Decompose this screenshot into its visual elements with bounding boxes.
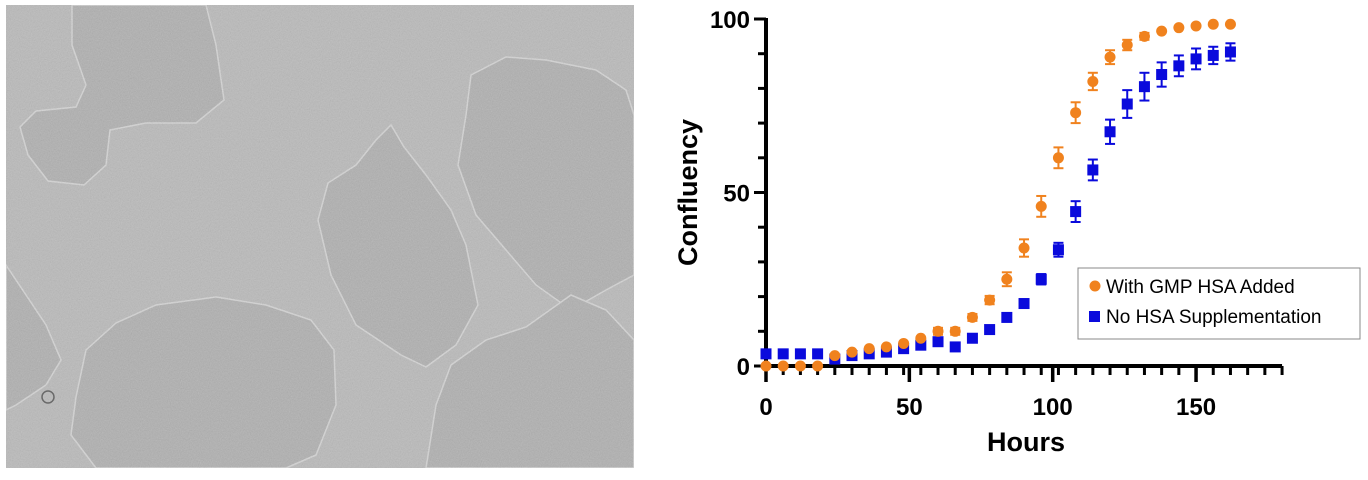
data-point-square [1156, 69, 1168, 81]
legend-label-no-hsa: No HSA Supplementation [1106, 307, 1321, 328]
data-point-circle [760, 360, 772, 372]
axes: 0 50 100 0 50 100 150 [710, 7, 1284, 421]
data-point-square [1018, 298, 1030, 310]
data-point-square [1052, 244, 1064, 256]
data-point-square [1087, 164, 1099, 176]
data-point-circle [863, 343, 875, 355]
data-point-square [777, 348, 789, 360]
data-point-circle [812, 360, 824, 372]
data-point-square [1001, 311, 1013, 323]
data-point-square [1138, 81, 1150, 93]
data-point-circle [846, 346, 858, 358]
x-tick-label: 150 [1176, 394, 1216, 421]
data-point-square [760, 348, 772, 360]
data-point-circle [984, 294, 996, 306]
legend-box [1077, 267, 1361, 340]
data-point-circle [1190, 20, 1202, 32]
x-tick-label: 0 [759, 394, 772, 421]
data-point-circle [880, 341, 892, 353]
x-tick-label: 100 [1033, 394, 1073, 421]
data-points [760, 18, 1236, 372]
data-point-circle [794, 360, 806, 372]
data-point-circle [915, 332, 927, 344]
data-point-circle [1173, 22, 1185, 34]
y-tick-label: 100 [710, 7, 750, 34]
data-point-square [966, 332, 978, 344]
data-point-circle [1035, 200, 1047, 212]
data-point-circle [966, 311, 978, 323]
data-point-square [812, 348, 824, 360]
y-tick-label: 50 [723, 181, 750, 208]
y-axis-label: Confluency [673, 119, 703, 266]
data-point-circle [1087, 75, 1099, 87]
data-point-square [1121, 98, 1133, 110]
legend-square-icon [1089, 311, 1100, 322]
data-point-circle [932, 325, 944, 337]
x-tick-label: 50 [896, 394, 923, 421]
data-point-square [1035, 273, 1047, 285]
data-point-square [984, 324, 996, 336]
y-tick-label: 0 [737, 354, 750, 381]
data-point-circle [1156, 25, 1168, 37]
data-point-circle [1138, 30, 1150, 42]
data-point-square [915, 339, 927, 351]
micrograph-image [6, 5, 634, 468]
micrograph-colonies [6, 5, 634, 468]
data-point-circle [898, 337, 910, 349]
data-point-square [1104, 126, 1116, 138]
data-point-circle [949, 325, 961, 337]
data-point-square [1207, 49, 1219, 61]
data-point-circle [777, 360, 789, 372]
series-with-hsa [760, 18, 1236, 372]
data-point-square [1224, 46, 1236, 58]
data-point-square [1070, 206, 1082, 218]
data-point-circle [1224, 18, 1236, 30]
data-point-circle [1001, 273, 1013, 285]
data-point-circle [1070, 107, 1082, 119]
x-axis-label: Hours [987, 427, 1065, 457]
chart-svg: 0 50 100 0 50 100 150 Confluency Hours With GM… [673, 7, 1361, 457]
data-point-square [949, 341, 961, 353]
data-point-circle [1018, 242, 1030, 254]
legend-circle-icon [1089, 280, 1101, 292]
data-point-square [1190, 53, 1202, 65]
data-point-circle [1052, 152, 1064, 164]
floating-cell [41, 390, 55, 404]
data-point-circle [1121, 39, 1133, 51]
data-point-circle [829, 350, 841, 362]
data-point-square [794, 348, 806, 360]
legend: With GMP HSA Added No HSA Supplementatio… [1077, 267, 1361, 340]
data-point-square [932, 336, 944, 348]
data-point-circle [1104, 51, 1116, 63]
legend-label-with-hsa: With GMP HSA Added [1106, 277, 1295, 298]
confluency-chart: 0 50 100 0 50 100 150 Confluency Hours With GM… [660, 0, 1368, 475]
data-point-circle [1207, 18, 1219, 30]
data-point-square [1173, 60, 1185, 72]
